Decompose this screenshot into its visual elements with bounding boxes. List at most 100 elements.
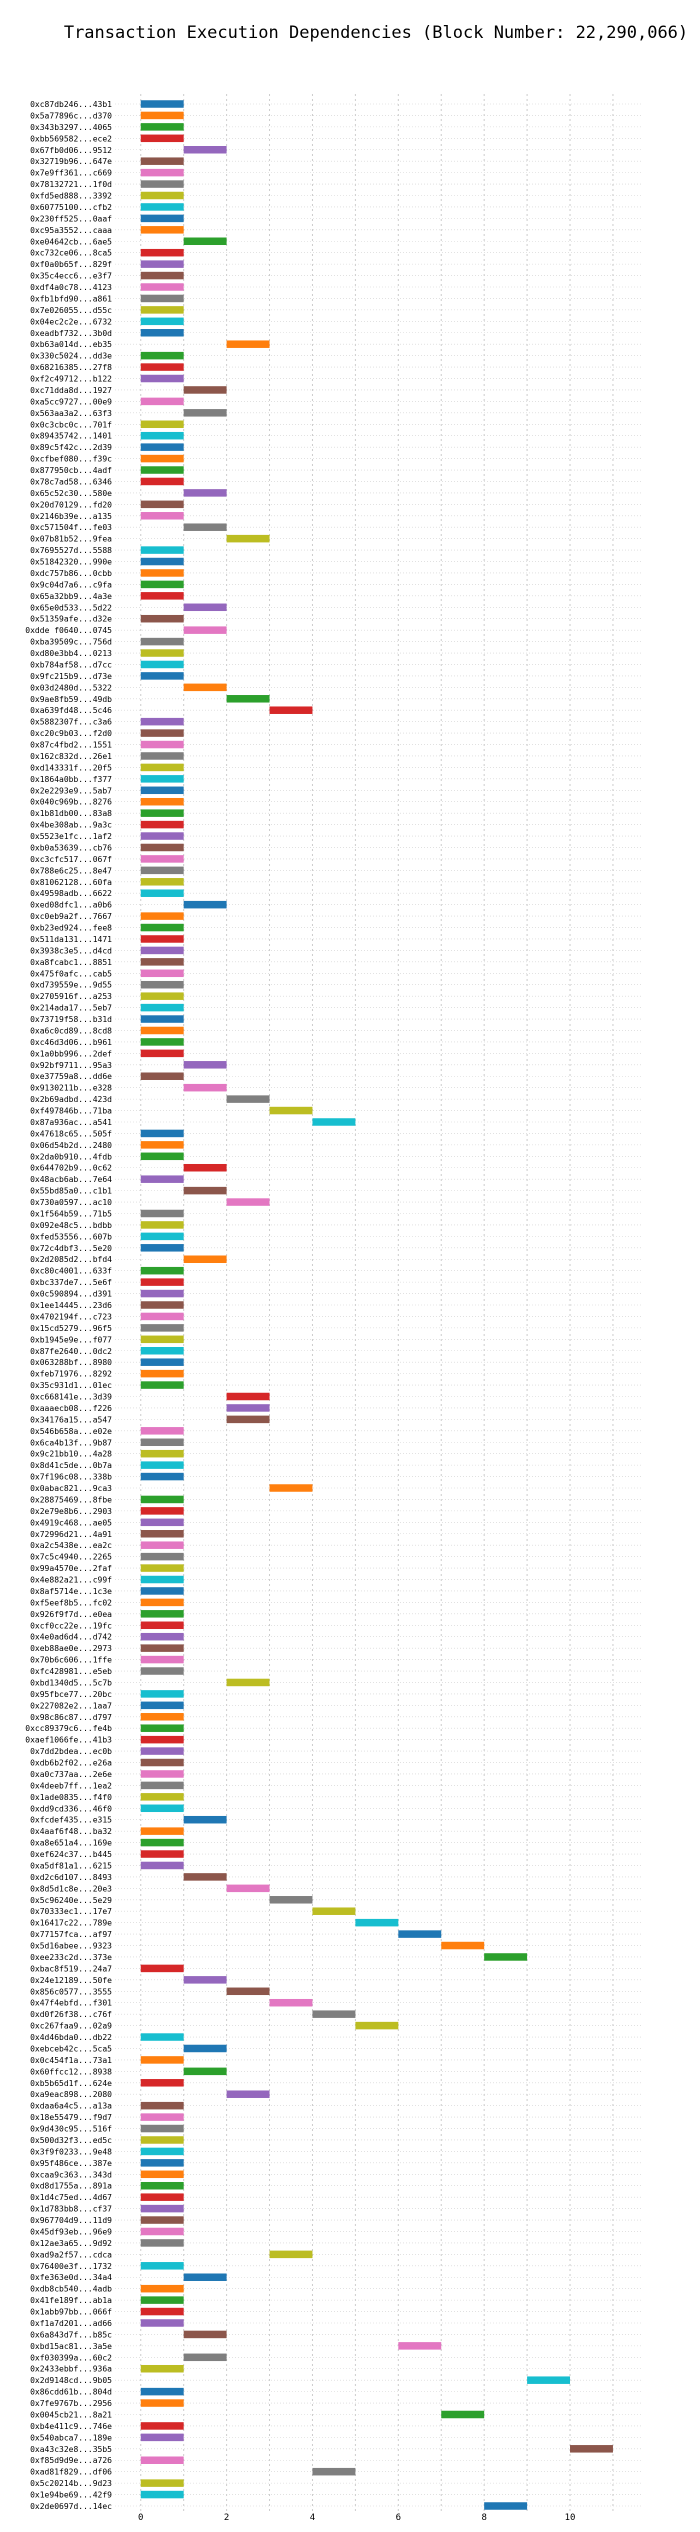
transaction-label: 0x28875469...8fbe — [30, 1495, 112, 1504]
transaction-label: 0x87c4fbd2...1551 — [30, 741, 112, 750]
x-tick-label: 10 — [565, 2513, 576, 2523]
transaction-label: 0xfb1bfd90...a861 — [30, 294, 112, 303]
transaction-bar — [183, 489, 227, 497]
transaction-label: 0xdb6b2f02...e26a — [30, 1759, 112, 1768]
transaction-label: 0x77157fca...af97 — [30, 1930, 112, 1939]
transaction-label: 0x89435742...1401 — [30, 432, 112, 441]
transaction-label: 0x60ffcc12...8938 — [30, 2067, 112, 2076]
transaction-label: 0xb63a014d...eb35 — [30, 340, 112, 349]
transaction-label: 0x03d2480d...5322 — [30, 683, 112, 692]
transaction-bar — [183, 1186, 227, 1195]
transaction-bar — [140, 294, 184, 303]
transaction-bar — [140, 1244, 184, 1252]
transaction-label: 0x86cdd61b...804d — [30, 2388, 112, 2397]
transaction-bar — [140, 969, 184, 978]
transaction-bar — [226, 1415, 270, 1424]
transaction-label: 0xf5eef8b5...fc02 — [30, 1598, 112, 1607]
transaction-bar — [140, 912, 184, 920]
transaction-label: 0xc87db246...43b1 — [30, 100, 112, 109]
transaction-bar — [140, 1266, 184, 1275]
transaction-label: 0x81062128...60fa — [30, 878, 112, 887]
transaction-label: 0x5a77896c...d370 — [30, 111, 112, 120]
transaction-bar — [140, 1724, 184, 1732]
transaction-bar — [140, 866, 184, 875]
transaction-bar — [140, 1575, 184, 1584]
transaction-label: 0xcc89379c6...fe4b — [25, 1724, 112, 1733]
transaction-label: 0xa6c0cd89...8cd8 — [30, 1026, 112, 1035]
transaction-bar — [140, 2422, 184, 2430]
transaction-bar — [140, 191, 184, 200]
transaction-label: 0xdaa6a4c5...a13a — [30, 2102, 112, 2111]
transaction-bar — [140, 2216, 184, 2224]
transaction-bar — [140, 454, 184, 463]
transaction-bar — [140, 1621, 184, 1630]
transaction-label: 0x65e0d533...5d22 — [30, 603, 112, 612]
transaction-bar — [183, 237, 227, 246]
transaction-bar — [398, 2342, 442, 2350]
transaction-label: 0x9fc215b9...d73e — [30, 672, 112, 681]
transaction-bar — [140, 1770, 184, 1778]
transaction-bar — [183, 1976, 227, 1984]
transaction-bar — [183, 523, 227, 531]
transaction-label: 0x9c21bb10...4a28 — [30, 1450, 112, 1459]
transaction-bar — [183, 2067, 227, 2076]
transaction-bar — [183, 409, 227, 417]
transaction-label: 0x6a843d7f...b85c — [30, 2330, 112, 2339]
transaction-label: 0x6ca4b13f...9b87 — [30, 1438, 112, 1447]
transaction-bar — [140, 2159, 184, 2167]
transaction-bar — [140, 1232, 184, 1241]
transaction-bar — [140, 752, 184, 760]
transaction-label: 0x2b69adbd...423d — [30, 1095, 112, 1104]
transaction-bar — [140, 1312, 184, 1321]
transaction-label: 0x1b81db00...83a8 — [30, 809, 112, 818]
transaction-label: 0x4919c468...ae05 — [30, 1518, 112, 1527]
transaction-bar — [226, 340, 270, 348]
transaction-label: 0x78c7ad58...6346 — [30, 477, 112, 486]
transaction-bar — [140, 1003, 184, 1012]
transaction-label: 0x8d5d1c8e...20e3 — [30, 1884, 112, 1893]
transaction-bar — [140, 580, 184, 589]
transaction-bar — [140, 1209, 184, 1218]
transaction-label: 0x70b6c606...1ffe — [30, 1656, 112, 1665]
transaction-bar — [140, 351, 184, 360]
transaction-bar — [140, 1610, 184, 1618]
transaction-bar — [140, 1347, 184, 1355]
transaction-bar — [140, 420, 184, 429]
transaction-label: 0xbac8f519...24a7 — [30, 1964, 112, 1973]
transaction-bar — [140, 306, 184, 314]
transaction-label: 0x3938c3e5...d4cd — [30, 946, 112, 955]
transaction-label: 0x9ae8fb59...49db — [30, 695, 112, 704]
transaction-bar — [226, 1198, 270, 1206]
transaction-label: 0x07b81b52...9fea — [30, 535, 112, 544]
transaction-bar — [140, 1438, 184, 1447]
transaction-label: 0x47f4ebfd...f301 — [30, 1999, 112, 2008]
transaction-bar — [140, 329, 184, 337]
transaction-label: 0x5c20214b...9d23 — [30, 2479, 112, 2488]
transaction-bar — [140, 1015, 184, 1023]
transaction-label: 0x2705916f...a253 — [30, 992, 112, 1001]
transaction-label: 0x35c4ecc6...e3f7 — [30, 272, 112, 281]
transaction-bar — [226, 695, 270, 703]
transaction-label: 0x41fe189f...ab1a — [30, 2296, 112, 2305]
transaction-bar — [140, 317, 184, 326]
transaction-bar — [140, 935, 184, 943]
transaction-bar — [183, 146, 227, 154]
transaction-label: 0x06d54b2d...2480 — [30, 1141, 112, 1150]
transaction-label: 0xb4e411c9...746e — [30, 2422, 112, 2431]
transaction-bar — [140, 2307, 184, 2316]
transaction-label: 0x16417c22...789e — [30, 1919, 112, 1928]
transaction-label: 0x67fb0d06...9512 — [30, 146, 112, 155]
chart-title: Transaction Execution Dependencies (Bloc… — [64, 23, 688, 43]
transaction-bar — [183, 2044, 227, 2053]
transaction-bar — [484, 2502, 528, 2510]
transaction-bar — [226, 1678, 270, 1687]
transaction-bar — [226, 534, 270, 543]
transaction-label: 0x214ada17...5eb7 — [30, 1004, 112, 1013]
transaction-bar — [140, 1667, 184, 1675]
transaction-bar — [140, 214, 184, 223]
transaction-bar — [269, 706, 313, 714]
transaction-label: 0x32719b96...647e — [30, 157, 112, 166]
transaction-bar — [355, 1918, 399, 1927]
transaction-label: 0x644702b9...0c62 — [30, 1164, 112, 1173]
